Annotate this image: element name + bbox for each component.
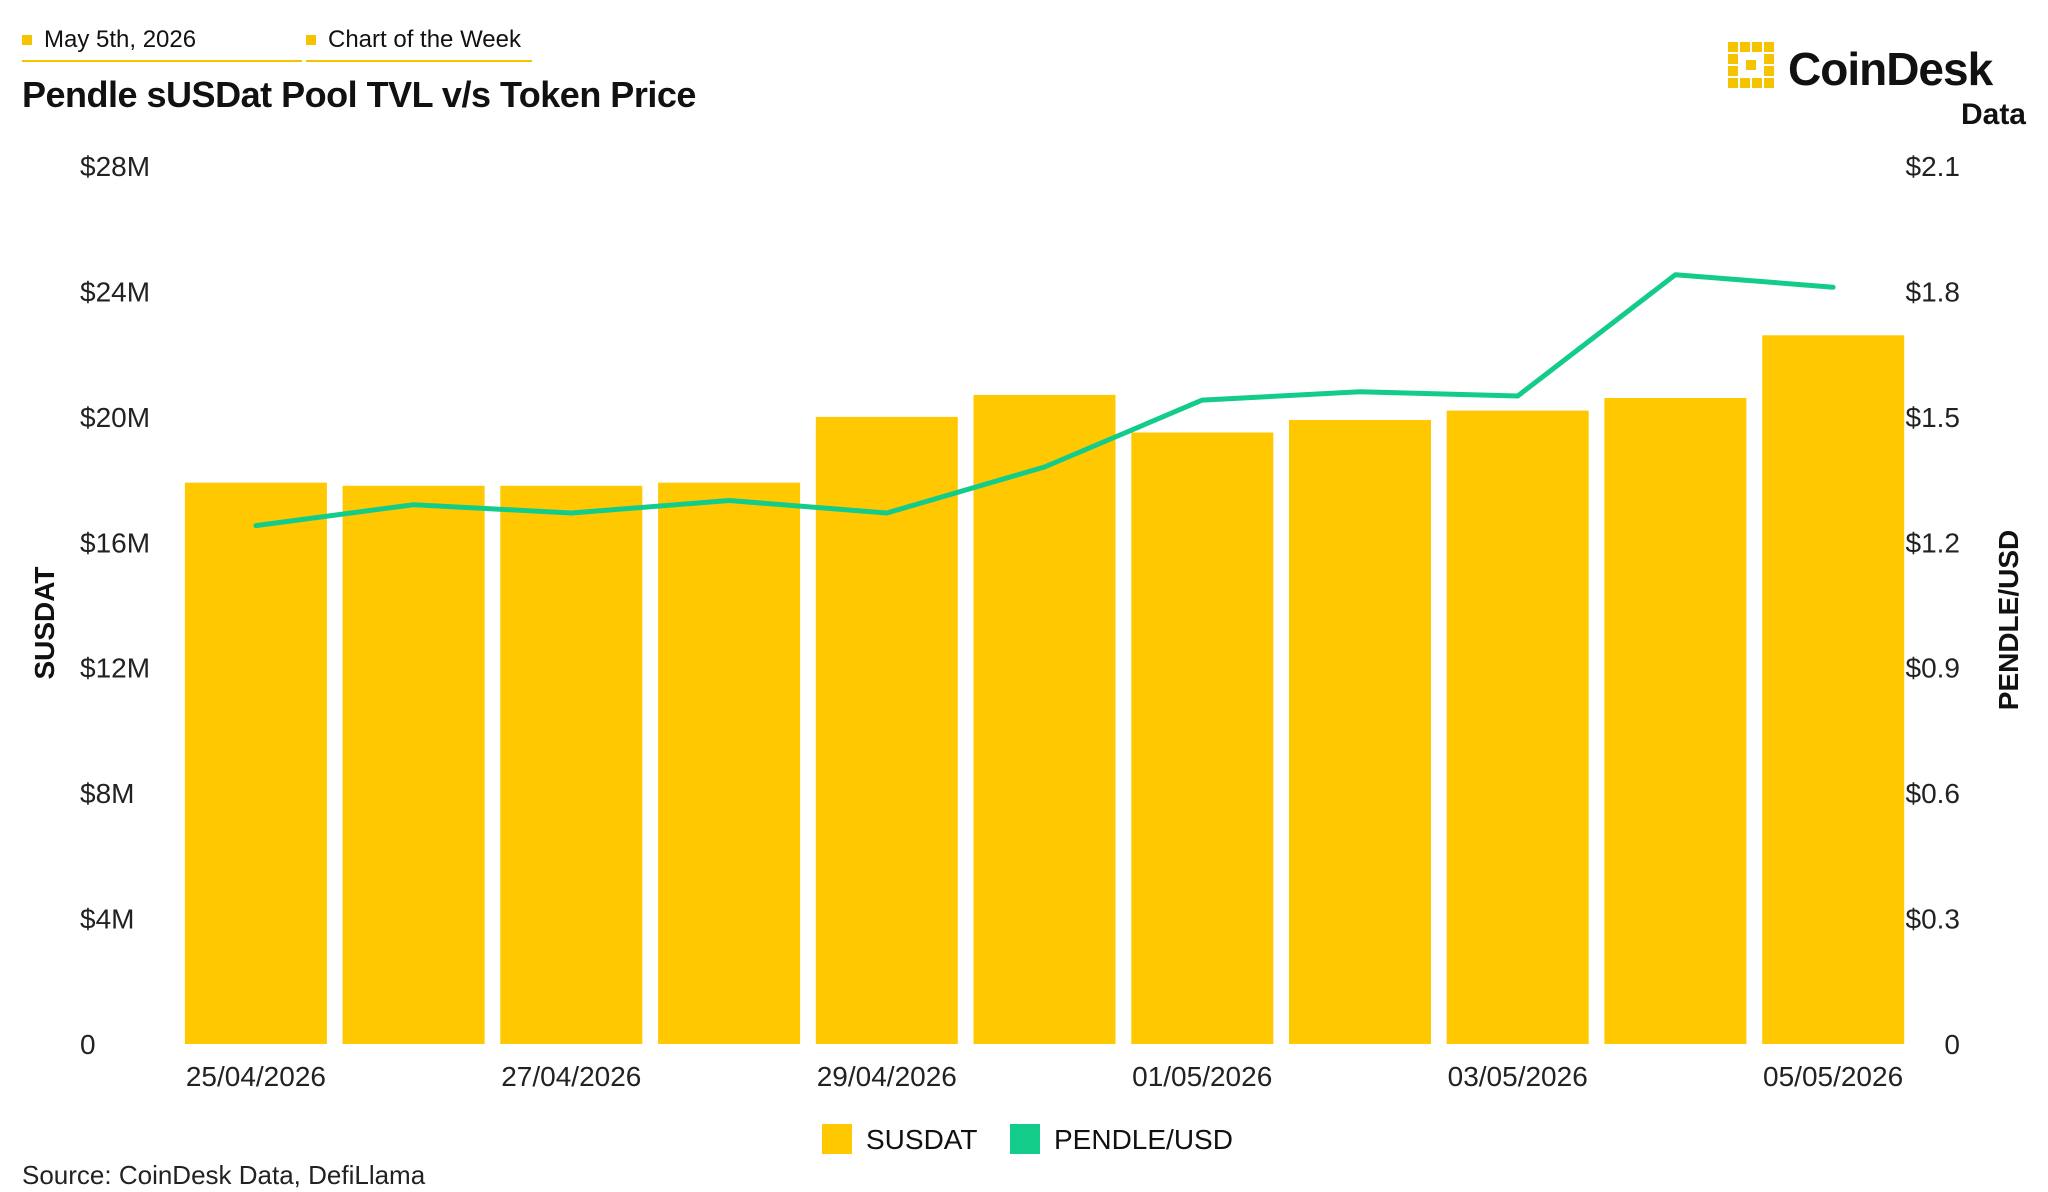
brand-name: CoinDesk	[1788, 43, 1993, 95]
y-left-axis: 0 $4M $8M $12M $16M $20M $24M $28M	[80, 151, 150, 1060]
y-right-tick-label: 0	[1944, 1029, 1960, 1060]
bar-susdat-7	[1289, 420, 1431, 1044]
bar-susdat-0	[184, 482, 327, 1044]
y-right-label: PENDLE/USD	[1993, 530, 2024, 710]
bar-susdat-10	[1762, 335, 1905, 1044]
date-tag: May 5th, 2026	[22, 26, 302, 62]
x-tick-label: 27/04/2026	[501, 1061, 641, 1092]
bar-susdat-3	[658, 482, 801, 1044]
source-note: Source: CoinDesk Data, DefiLlama	[22, 1160, 426, 1190]
chart-title: Pendle sUSDat Pool TVL v/s Token Price	[22, 74, 696, 115]
x-axis: 25/04/2026 27/04/2026 29/04/2026 01/05/2026…	[186, 1061, 1903, 1092]
bar-susdat-8	[1446, 410, 1589, 1045]
legend-label-pendle: PENDLE/USD	[1054, 1124, 1233, 1155]
y-left-tick-label: $28M	[80, 151, 150, 182]
legend-swatch-pendle	[1010, 1124, 1040, 1154]
date-tag-text: May 5th, 2026	[44, 26, 197, 53]
series-tag-text: Chart of the Week	[328, 26, 521, 53]
bar-susdat-9	[1604, 398, 1747, 1044]
y-left-tick-label: 0	[80, 1029, 96, 1060]
series-tag: Chart of the Week	[306, 26, 532, 62]
y-right-axis: 0 $0.3 $0.6 $0.9 $1.2 $1.5 $1.8 $2.1	[1906, 151, 1961, 1060]
y-right-tick-label: $0.9	[1906, 653, 1961, 684]
bar-susdat-6	[1131, 432, 1274, 1044]
x-tick-label: 01/05/2026	[1132, 1061, 1272, 1092]
x-tick-label: 03/05/2026	[1448, 1061, 1588, 1092]
coindesk-logo: CoinDesk Data	[1726, 40, 2026, 131]
legend-swatch-susdat	[822, 1124, 852, 1154]
y-right-tick-label: $0.3	[1906, 904, 1961, 935]
bar-susdat-4	[815, 416, 958, 1044]
y-left-tick-label: $12M	[80, 653, 150, 684]
y-right-tick-label: $0.6	[1906, 778, 1961, 809]
y-right-tick-label: $1.5	[1906, 402, 1961, 433]
y-left-tick-label: $16M	[80, 527, 150, 558]
date-tag-marker	[22, 35, 32, 45]
coindesk-mark-icon	[1728, 42, 1774, 88]
bars-layer	[184, 335, 1905, 1045]
bar-susdat-1	[342, 485, 485, 1044]
legend: SUSDAT PENDLE/USD	[822, 1124, 1233, 1155]
x-tick-label: 05/05/2026	[1763, 1061, 1903, 1092]
bar-susdat-2	[500, 485, 643, 1044]
brand-sub: Data	[1960, 98, 2026, 131]
legend-label-susdat: SUSDAT	[866, 1124, 978, 1155]
x-tick-label: 25/04/2026	[186, 1061, 326, 1092]
x-tick-label: 29/04/2026	[817, 1061, 957, 1092]
y-left-label: SUSDAT	[29, 566, 60, 679]
y-right-tick-label: $1.8	[1906, 276, 1961, 307]
line-layer	[253, 272, 1836, 529]
y-left-tick-label: $4M	[80, 904, 134, 935]
y-right-tick-label: $2.1	[1906, 151, 1961, 182]
y-left-tick-label: $24M	[80, 276, 150, 307]
bar-susdat-5	[973, 394, 1116, 1044]
y-left-tick-label: $8M	[80, 778, 134, 809]
y-right-tick-label: $1.2	[1906, 527, 1961, 558]
y-left-tick-label: $20M	[80, 402, 150, 433]
series-tag-marker	[306, 35, 316, 45]
